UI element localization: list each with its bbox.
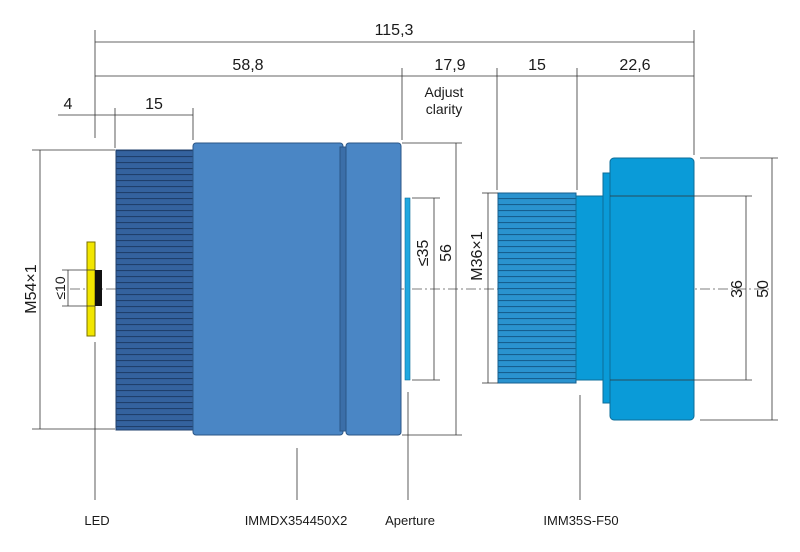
dim-inner-diameter: 36 (729, 280, 746, 298)
dim-outer-diameter: 50 (755, 280, 772, 298)
rear-lens-assembly (497, 157, 695, 421)
led-plate (86, 241, 96, 337)
rear-neck (575, 195, 607, 381)
front-thread (115, 149, 195, 431)
aperture-disc (404, 197, 411, 381)
dim-left-thread: M54×1 (23, 264, 40, 313)
dim-front-thread-length: 15 (145, 96, 163, 113)
dim-led-offset: 4 (64, 96, 73, 113)
dim-led-field: ≤10 (52, 276, 68, 299)
adjust-note-line2: clarity (426, 101, 463, 117)
callout-front-lens: IMMDX354450X2 (245, 513, 348, 528)
callout-aperture: Aperture (385, 513, 435, 528)
front-lens-assembly (115, 142, 402, 436)
dim-rear-thread-length: 15 (528, 57, 546, 74)
dim-aperture-clear: ≤35 (415, 240, 432, 267)
dim-front-diameter: 56 (438, 244, 455, 262)
rear-thread (497, 192, 577, 384)
dim-rear-body-length: 22,6 (619, 57, 650, 74)
front-ring (345, 142, 402, 436)
callout-rear-lens: IMM35S-F50 (543, 513, 618, 528)
dim-overall-length: 115,3 (375, 22, 414, 39)
adjust-note-line1: Adjust (425, 84, 464, 100)
rear-body (609, 157, 695, 421)
dim-clarity-gap: 17,9 (434, 57, 465, 74)
led-chip (95, 270, 102, 306)
dim-right-thread: M36×1 (469, 231, 486, 280)
front-body (192, 142, 344, 436)
dim-front-module-length: 58,8 (232, 57, 263, 74)
callout-led: LED (84, 513, 109, 528)
